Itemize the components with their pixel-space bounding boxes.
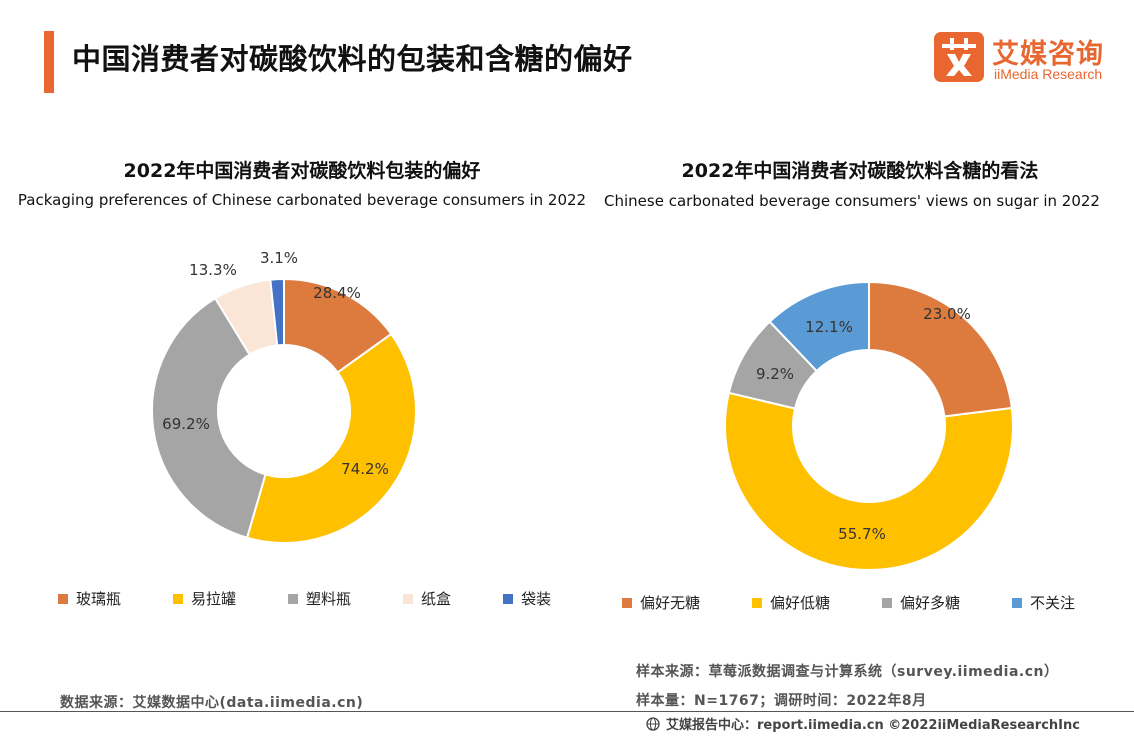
legend-label: 偏好低糖 [770, 594, 831, 612]
legend-swatch [752, 597, 763, 608]
legend-swatch [288, 593, 299, 604]
globe-icon [646, 716, 660, 731]
legend-label: 不关注 [1030, 594, 1076, 612]
legend-swatch [882, 597, 893, 608]
chart1-data-label-5: 3.1% [260, 249, 298, 267]
chart1-legend-item-5[interactable]: 袋装 [503, 588, 551, 609]
chart2-subtitle: Chinese carbonated beverage consumers' v… [604, 192, 1100, 210]
sample-size-note: 样本量：N=1767；调研时间：2022年8月 [636, 693, 927, 709]
legend-label: 偏好多糖 [900, 594, 961, 612]
chart2-data-label-4: 12.1% [805, 318, 853, 336]
chart2-legend-item-2[interactable]: 偏好低糖 [752, 592, 830, 613]
chart2-legend-item-4[interactable]: 不关注 [1012, 592, 1075, 613]
chart2-title: 2022年中国消费者对碳酸饮料含糖的看法 [681, 160, 1039, 182]
legend-label: 玻璃瓶 [76, 590, 122, 608]
chart1-legend-item-3[interactable]: 塑料瓶 [288, 588, 351, 609]
footer: 艾媒报告中心：report.iimedia.cn ©2022iiMediaRes… [646, 714, 1080, 733]
legend-swatch [173, 593, 184, 604]
chart2-legend-item-3[interactable]: 偏好多糖 [882, 592, 960, 613]
chart1-subtitle: Packaging preferences of Chinese carbona… [17, 191, 587, 209]
page-title: 中国消费者对碳酸饮料的包装和含糖的偏好 [72, 42, 633, 76]
legend-label: 易拉罐 [191, 590, 237, 608]
chart2-data-label-1: 23.0% [923, 305, 971, 323]
chart1-title: 2022年中国消费者对碳酸饮料包装的偏好 [123, 160, 481, 182]
legend-swatch [58, 593, 68, 604]
ai-letter-icon [934, 32, 984, 82]
chart2-slice-1[interactable] [868, 280, 1013, 418]
logo-english-name: iiMedia Research [994, 66, 1103, 82]
legend-swatch [503, 593, 514, 604]
chart1-slice-5[interactable] [269, 277, 285, 347]
legend-swatch [1012, 597, 1023, 608]
chart2-legend: 偏好无糖 偏好低糖 偏好多糖 不关注 [622, 592, 1075, 613]
chart1-legend-item-2[interactable]: 易拉罐 [173, 588, 236, 609]
chart1-slice-3[interactable] [151, 296, 267, 539]
chart2-legend-item-1[interactable]: 偏好无糖 [622, 592, 700, 613]
legend-label: 袋装 [521, 590, 552, 608]
legend-label: 纸盒 [421, 590, 452, 608]
data-source-note: 数据来源：艾媒数据中心(data.iimedia.cn) [60, 695, 364, 711]
legend-label: 塑料瓶 [306, 590, 352, 608]
chart2-slice-4[interactable] [768, 280, 870, 373]
legend-swatch [403, 593, 414, 604]
chart2-data-label-2: 55.7% [838, 525, 886, 543]
chart1-data-label-3: 69.2% [162, 415, 210, 433]
sample-source-note: 样本来源：草莓派数据调查与计算系统（survey.iimedia.cn） [636, 664, 1059, 680]
brand-logo[interactable]: 艾媒咨询 iiMedia Research [934, 32, 1114, 86]
chart2-data-label-3: 9.2% [756, 365, 794, 383]
chart1-data-label-1: 28.4% [313, 284, 361, 302]
legend-label: 偏好无糖 [640, 594, 701, 612]
footer-text[interactable]: 艾媒报告中心：report.iimedia.cn ©2022iiMediaRes… [666, 718, 1080, 733]
chart2-slice-2[interactable] [724, 391, 1014, 571]
chart1-legend-item-1[interactable]: 玻璃瓶 [58, 588, 121, 609]
logo-chinese-name: 艾媒咨询 [992, 39, 1104, 70]
chart1-data-label-4: 13.3% [189, 261, 237, 279]
chart1-legend: 玻璃瓶 易拉罐 塑料瓶 纸盒 袋装 [58, 588, 551, 609]
title-accent-bar [44, 31, 54, 93]
chart1-slice-2[interactable] [245, 332, 417, 544]
footer-divider [0, 711, 1134, 712]
legend-swatch [622, 597, 632, 608]
chart1-data-label-2: 74.2% [341, 460, 389, 478]
chart1-legend-item-4[interactable]: 纸盒 [403, 588, 451, 609]
